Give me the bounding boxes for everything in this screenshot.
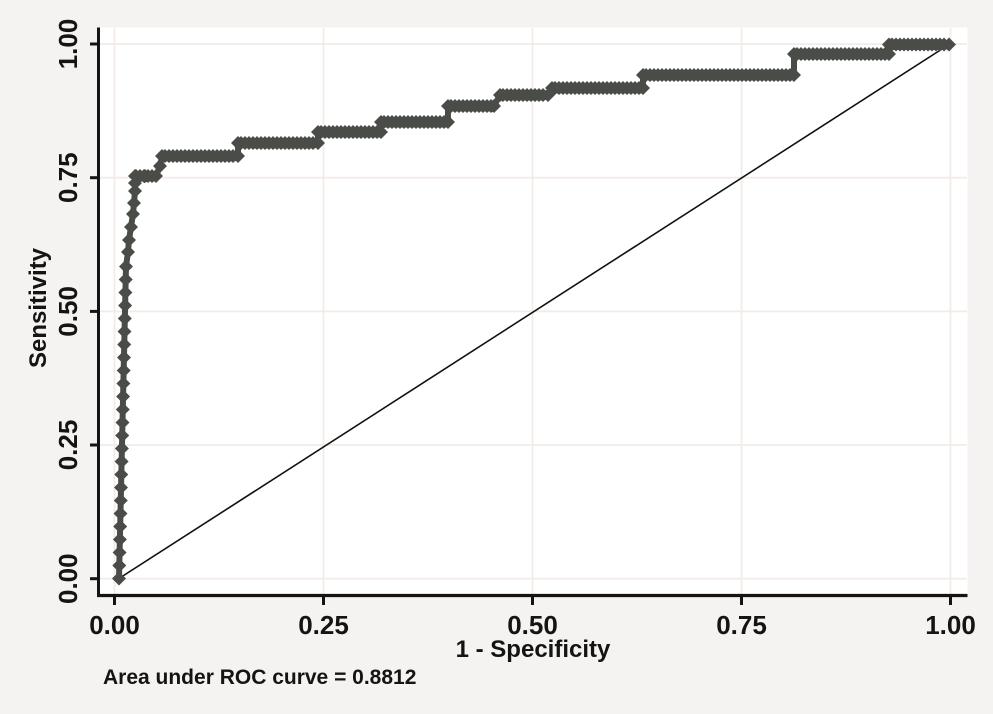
svg-text:0.25: 0.25 <box>53 420 83 471</box>
svg-text:0.50: 0.50 <box>53 286 83 337</box>
svg-text:1 - Specificity: 1 - Specificity <box>456 636 611 663</box>
svg-text:0.75: 0.75 <box>53 152 83 203</box>
svg-text:0.00: 0.00 <box>53 553 83 604</box>
svg-text:0.00: 0.00 <box>89 610 140 640</box>
svg-text:0.50: 0.50 <box>507 610 558 640</box>
svg-text:1.00: 1.00 <box>925 610 976 640</box>
svg-text:1.00: 1.00 <box>53 19 83 70</box>
svg-text:Area under ROC curve = 0.8812: Area under ROC curve = 0.8812 <box>103 666 416 689</box>
svg-text:Sensitivity: Sensitivity <box>25 247 52 368</box>
svg-text:0.25: 0.25 <box>298 610 349 640</box>
svg-text:0.75: 0.75 <box>716 610 767 640</box>
